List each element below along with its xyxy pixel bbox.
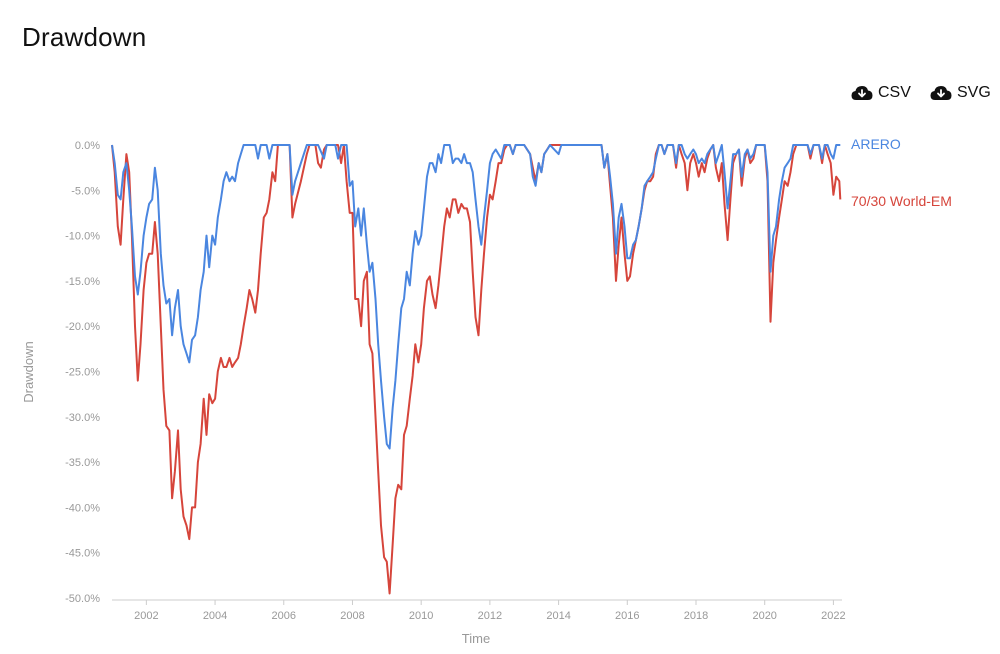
- x-tick-label: 2004: [203, 610, 227, 622]
- y-tick-label: -30.0%: [65, 412, 100, 424]
- x-tick-label: 2010: [409, 610, 433, 622]
- x-tick-label: 2002: [134, 610, 158, 622]
- series-label-arero: ARERO: [851, 136, 901, 152]
- y-tick-label: -40.0%: [65, 502, 100, 514]
- x-axis-title: Time: [462, 631, 490, 646]
- series-label-world-em: 70/30 World-EM: [851, 193, 952, 209]
- x-tick-label: 2012: [478, 610, 502, 622]
- svg-label: SVG: [957, 84, 991, 101]
- svg-download-button[interactable]: SVG: [930, 84, 991, 102]
- y-axis-title: Drawdown: [21, 341, 36, 402]
- y-tick-label: -50.0%: [65, 593, 100, 605]
- y-tick-label: -15.0%: [65, 276, 100, 288]
- page-title: Drawdown: [22, 22, 147, 52]
- cloud-download-icon: [930, 86, 952, 100]
- x-tick-label: 2006: [272, 610, 296, 622]
- y-tick-label: -5.0%: [71, 185, 100, 197]
- x-tick-label: 2022: [821, 610, 845, 622]
- y-tick-label: -10.0%: [65, 231, 100, 243]
- y-tick-label: -25.0%: [65, 367, 100, 379]
- csv-label: CSV: [878, 84, 911, 101]
- x-tick-label: 2008: [340, 610, 364, 622]
- series-labels: ARERO 70/30 World-EM: [851, 136, 952, 209]
- x-tick-label: 2018: [684, 610, 708, 622]
- y-tick-label: -20.0%: [65, 321, 100, 333]
- series-line-arero: [111, 144, 841, 450]
- x-axis: 2002 2004 2006 2008 2010 2012 2014 2016 2018 2020…: [112, 599, 846, 622]
- y-tick-label: -35.0%: [65, 457, 100, 469]
- csv-download-button[interactable]: CSV: [851, 84, 911, 102]
- y-tick-label: 0.0%: [75, 140, 100, 152]
- y-tick-label: -45.0%: [65, 548, 100, 560]
- series-line-world-em: [111, 144, 842, 595]
- y-axis: 0.0% -5.0% -10.0% -15.0% -20.0% -25.0% -30.0% -…: [65, 140, 100, 605]
- x-tick-label: 2016: [615, 610, 639, 622]
- cloud-download-icon: [851, 86, 873, 100]
- series-lines: [111, 144, 842, 595]
- x-tick-label: 2014: [546, 610, 570, 622]
- x-tick-label: 2020: [752, 610, 776, 622]
